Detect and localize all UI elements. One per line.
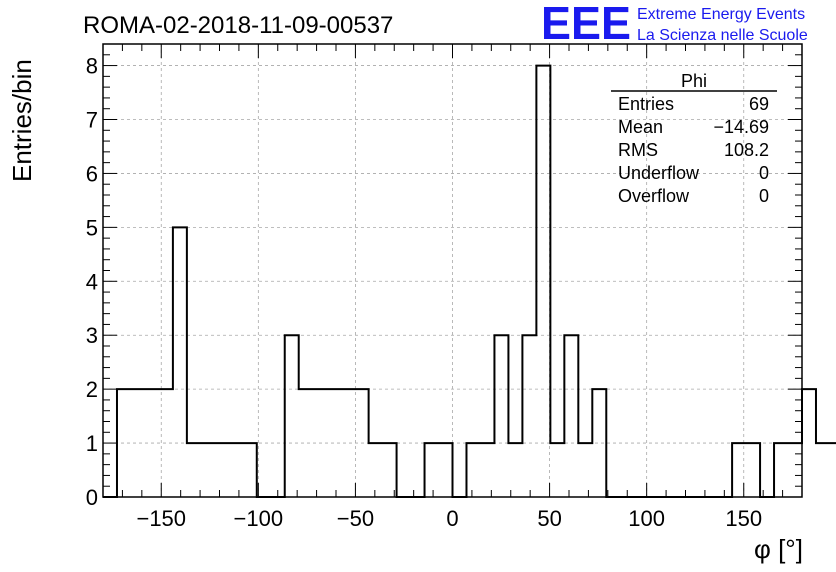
x-tick-label: −50: [337, 506, 374, 531]
y-tick-label: 8: [86, 54, 98, 79]
x-tick-label: 0: [446, 506, 458, 531]
axis-ticks: [102, 43, 803, 498]
x-tick-label: 150: [725, 506, 762, 531]
stats-box: Phi Entries 69 Mean −14.69 RMS 108.2 Und…: [611, 71, 777, 206]
stats-mean-value: −14.69: [713, 117, 769, 137]
eee-logo: EEE: [541, 0, 631, 49]
plot-frame: [102, 43, 803, 498]
y-tick-label: 4: [86, 269, 98, 294]
stats-mean-label: Mean: [618, 117, 663, 137]
stats-overflow-value: 0: [759, 186, 769, 206]
y-tick-labels: 0 1 2 3 4 5 6 7 8: [86, 54, 98, 510]
y-tick-label: 6: [86, 161, 98, 186]
x-axis-title: φ [°]: [754, 534, 803, 564]
logo-subtitle-line1: Extreme Energy Events: [637, 6, 805, 23]
stats-underflow-value: 0: [759, 163, 769, 183]
y-tick-label: 5: [86, 215, 98, 240]
grid-lines: [103, 44, 802, 497]
y-tick-label: 1: [86, 431, 98, 456]
y-tick-label: 2: [86, 377, 98, 402]
stats-underflow-label: Underflow: [618, 163, 700, 183]
y-tick-label: 7: [86, 108, 98, 133]
stats-entries-value: 69: [749, 94, 769, 114]
chart-title: ROMA-02-2018-11-09-00537: [83, 12, 393, 39]
x-tick-label: 100: [628, 506, 665, 531]
x-tick-label: −150: [136, 506, 186, 531]
stats-overflow-label: Overflow: [618, 186, 690, 206]
x-tick-label: 50: [537, 506, 561, 531]
logo-subtitle-line2: La Scienza nelle Scuole: [637, 27, 808, 44]
stats-rms-value: 108.2: [724, 140, 769, 160]
stats-entries-label: Entries: [618, 94, 674, 114]
y-tick-label: 3: [86, 323, 98, 348]
y-tick-label: 0: [86, 485, 98, 510]
x-tick-labels: −150 −100 −50 0 50 100 150: [136, 506, 762, 531]
x-tick-label: −100: [234, 506, 284, 531]
stats-box-title: Phi: [681, 71, 707, 91]
y-axis-title: Entries/bin: [7, 59, 37, 182]
stats-rms-label: RMS: [618, 140, 658, 160]
